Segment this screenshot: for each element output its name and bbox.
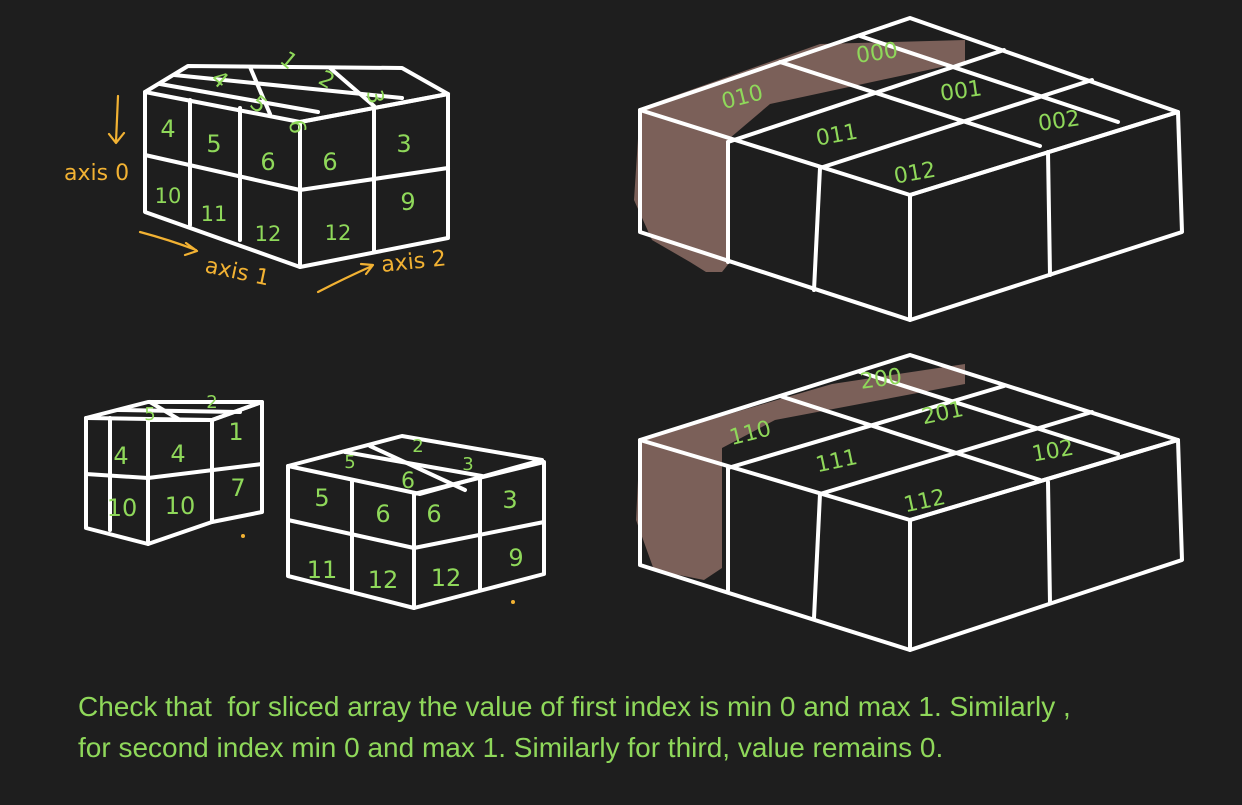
side-cell: 9 <box>400 188 415 216</box>
stray-dot <box>511 600 515 604</box>
index-cell: 111 <box>814 445 860 478</box>
front-cell: 5 <box>206 130 221 158</box>
main-array-cube: 4 1 5 2 6 3 4 5 6 10 11 12 6 3 12 9 axis… <box>64 47 450 294</box>
front-cell: 11 <box>201 202 228 226</box>
front-cell: 10 <box>165 492 196 520</box>
front-cell: 9 <box>508 544 523 572</box>
top-cell: 3 <box>462 454 473 475</box>
highlight-slice <box>636 364 965 580</box>
index-block-top: 000 010 001 011 002 012 <box>634 16 1184 322</box>
front-cell: 6 <box>375 500 390 528</box>
index-cell: 112 <box>902 485 948 518</box>
front-cell: 3 <box>502 486 517 514</box>
top-cell: 6 <box>401 469 415 494</box>
index-cell: 002 <box>1037 106 1082 137</box>
main-cube-grid <box>143 64 450 269</box>
main-cube-top-values: 4 1 5 2 6 3 <box>206 47 388 136</box>
top-cell: 2 <box>412 436 423 457</box>
axis0-arrow <box>107 94 126 145</box>
axis0-label: axis 0 <box>64 161 129 186</box>
front-cell: 12 <box>431 564 462 592</box>
axis1-label: axis 1 <box>203 253 272 291</box>
index-cell: 000 <box>855 38 900 69</box>
index-cell: 012 <box>892 158 938 190</box>
front-cell: 5 <box>314 484 329 512</box>
highlight-slice <box>634 40 965 272</box>
main-cube-front-values: 4 5 6 10 11 12 6 3 12 9 <box>155 115 416 246</box>
front-cell: 4 <box>170 440 185 468</box>
index-cell: 001 <box>939 76 984 107</box>
index-block-bottom: 200 110 201 111 102 112 <box>636 353 1184 652</box>
front-cell: 10 <box>155 184 182 208</box>
stray-dot <box>241 534 245 538</box>
side-cell: 3 <box>396 130 411 158</box>
front-cell: 11 <box>307 556 338 584</box>
front-cell: 4 <box>113 442 128 470</box>
caption-line-1: Check that for sliced array the value of… <box>78 691 1071 722</box>
axis2-arrow <box>316 262 375 294</box>
top-cell: 5 <box>144 404 155 425</box>
top-cell: 2 <box>206 392 217 413</box>
side-cell: 6 <box>322 148 337 176</box>
caption-line-2: for second index min 0 and max 1. Simila… <box>78 732 944 763</box>
caption: Check that for sliced array the value of… <box>78 686 1228 768</box>
index-cell: 102 <box>1030 436 1076 468</box>
index-cell: 011 <box>814 120 860 152</box>
front-cell: 12 <box>255 222 282 246</box>
sliced-cube-b: 5 2 6 3 5 6 6 3 11 12 12 9 <box>241 434 546 610</box>
front-cell: 1 <box>228 418 243 446</box>
sliced-cube-a: 5 2 4 4 1 10 10 7 <box>84 392 264 546</box>
index-cell: 201 <box>920 397 966 430</box>
top-cell: 3 <box>361 88 388 106</box>
top-cell: 5 <box>344 452 355 473</box>
front-cell: 10 <box>107 494 138 522</box>
front-cell: 4 <box>160 115 175 143</box>
top-cell: 1 <box>275 47 302 75</box>
index-cell: 200 <box>859 364 904 395</box>
front-cell: 12 <box>368 566 399 594</box>
top-cell: 6 <box>283 118 310 136</box>
axis-annotations: axis 0 axis 1 axis 2 <box>64 94 447 294</box>
front-cell: 6 <box>426 500 441 528</box>
side-cell: 12 <box>325 221 352 245</box>
axis1-arrow <box>138 230 199 257</box>
front-cell: 7 <box>230 474 245 502</box>
front-cell: 6 <box>260 148 275 176</box>
